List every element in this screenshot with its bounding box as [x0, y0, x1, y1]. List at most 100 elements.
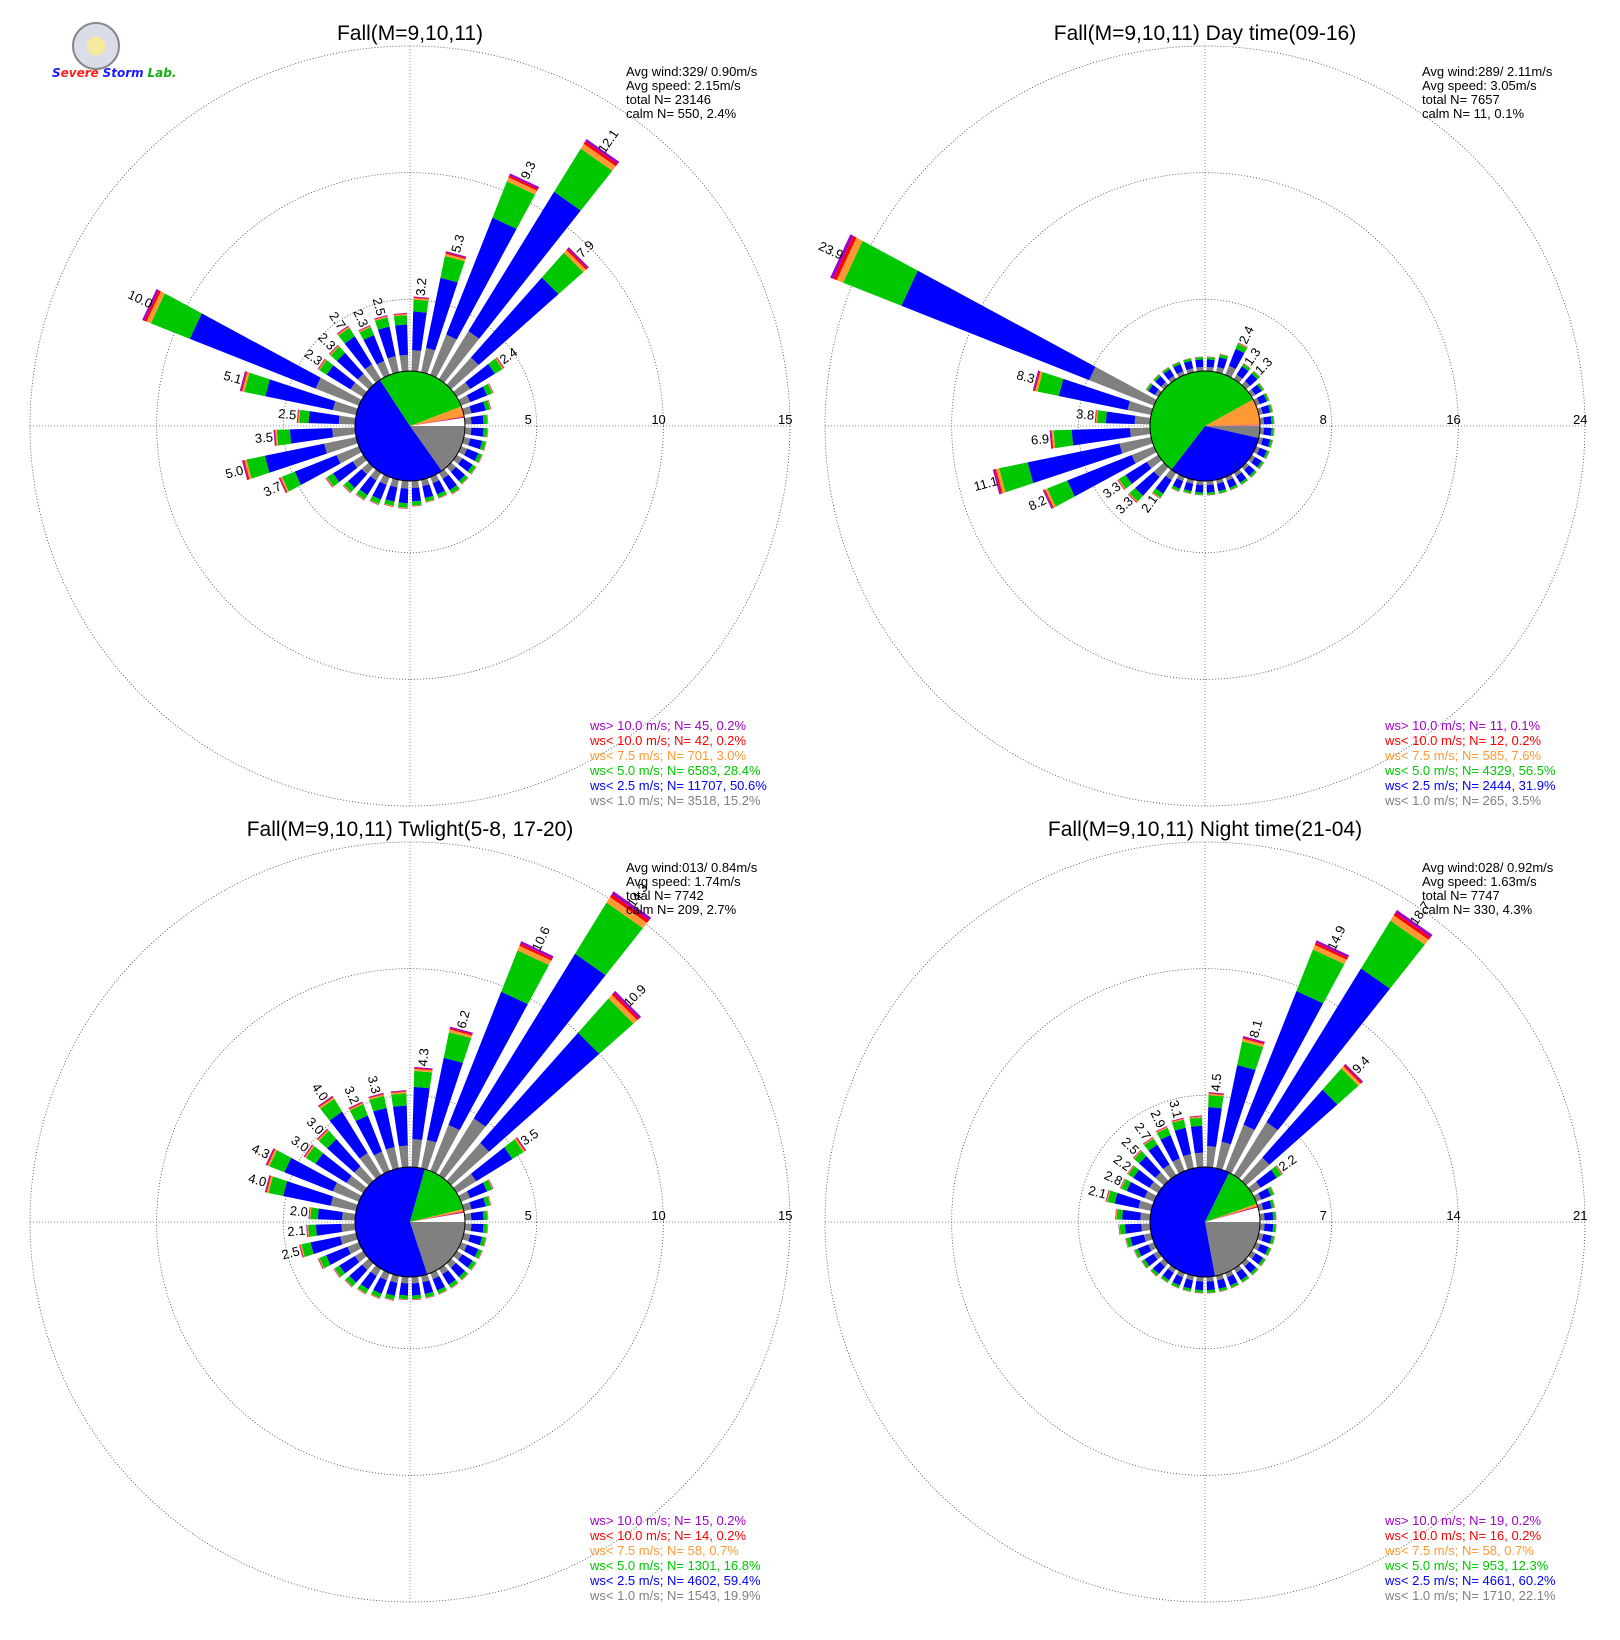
wind-bar-segment	[488, 383, 494, 394]
wind-bar-segment	[438, 1290, 448, 1295]
wind-bar-segment	[1245, 373, 1258, 386]
wind-bar-segment	[412, 504, 422, 507]
wind-bar	[1150, 1258, 1169, 1277]
wind-bar-segment	[458, 1191, 471, 1202]
lab-brand-text: Severe Storm Lab.	[52, 66, 177, 80]
wind-bar-segment	[843, 240, 918, 306]
wind-bar-segment	[471, 466, 477, 475]
wind-bar-segment	[1261, 1200, 1272, 1211]
wind-bar-segment	[1344, 1063, 1364, 1083]
wind-bar-segment	[309, 1207, 312, 1220]
wind-bar	[1094, 409, 1151, 425]
wind-bar-segment	[341, 1223, 356, 1233]
wind-bar-segment	[487, 1224, 489, 1234]
range-ring	[156, 968, 664, 1476]
wind-bar-segment	[467, 464, 476, 475]
wind-bar-segment	[1258, 1188, 1271, 1200]
wind-bar-segment	[1043, 489, 1054, 509]
wind-bar-segment	[1264, 1212, 1274, 1221]
wind-bar-segment	[464, 1213, 472, 1221]
wind-bar-segment	[1257, 460, 1264, 469]
wind-bar	[1119, 1178, 1157, 1202]
bar-value-label: 2.1	[287, 1223, 306, 1240]
wind-bar	[992, 437, 1153, 495]
ring-label: 15	[778, 412, 792, 427]
wind-bar	[306, 1223, 356, 1238]
stat-line: calm N= 11, 0.1%	[1422, 106, 1524, 121]
wind-bar-segment	[1251, 456, 1262, 468]
wind-bar	[464, 1223, 489, 1234]
wind-bar-segment	[1182, 1286, 1192, 1292]
wind-bar-segment	[326, 477, 334, 488]
wind-bar-segment	[426, 277, 458, 351]
wind-bar	[374, 315, 399, 374]
wind-bar-segment	[1189, 1115, 1203, 1118]
wind-bar-segment	[464, 448, 479, 462]
wind-bar	[278, 446, 362, 494]
wind-bar-segment	[332, 461, 358, 483]
wind-bar	[370, 1270, 390, 1300]
wind-bar-segment	[506, 177, 538, 195]
wind-bar-segment	[1259, 462, 1265, 470]
pie-slice	[1205, 1206, 1259, 1222]
wind-rose-panel-1: 5 10 153.25.39.312.17.92.43.75.03.52.55.11…	[29, 22, 792, 808]
wind-bar-segment	[1259, 462, 1265, 470]
wind-bar-segment	[1273, 415, 1275, 425]
wind-bar-segment	[451, 488, 460, 495]
wind-bar-segment	[517, 945, 552, 965]
wind-bar-segment	[1275, 1211, 1277, 1221]
wind-bar-segment	[461, 1273, 469, 1281]
wind-bar-segment	[343, 481, 355, 493]
wind-bar-segment	[1133, 1250, 1138, 1259]
wind-bar-segment	[412, 505, 422, 507]
wind-bar-segment	[318, 359, 327, 371]
wind-bar	[369, 474, 390, 506]
wind-bar-segment	[387, 356, 399, 374]
wind-bar-segment	[397, 506, 408, 509]
wind-bar	[421, 1026, 473, 1170]
wind-bar-segment	[1155, 376, 1166, 387]
wind-bar	[342, 462, 374, 494]
wind-bar-segment	[1196, 480, 1204, 486]
wind-bar-segment	[1182, 1289, 1191, 1293]
wind-bar-segment	[1206, 491, 1216, 495]
wind-bar-segment	[1260, 1259, 1266, 1267]
wind-bar-segment	[1141, 1261, 1147, 1269]
wind-bar-segment	[1171, 1284, 1179, 1289]
wind-bar-segment	[1218, 491, 1227, 495]
bar-value-label: 2.0	[289, 1203, 308, 1220]
range-ring	[29, 841, 791, 1603]
wind-bar	[344, 1258, 374, 1288]
wind-bar-segment	[319, 359, 334, 375]
wind-bar-segment	[501, 950, 549, 1005]
wind-bar-segment	[470, 277, 559, 366]
wind-bar-segment	[1130, 1234, 1146, 1247]
wind-bar-segment	[1253, 370, 1261, 378]
wind-rose-panel-3: 5 10 154.36.210.614.310.93.52.52.12.04.04.…	[29, 818, 792, 1603]
wind-bar	[1170, 1270, 1185, 1289]
wind-bar-segment	[474, 453, 482, 463]
wind-bar-segment	[1206, 1289, 1216, 1293]
wind-bar-segment	[1129, 488, 1143, 502]
wind-bar-segment	[318, 1096, 334, 1108]
wind-bar-segment	[471, 1262, 477, 1271]
wind-bar-segment	[1114, 1192, 1141, 1209]
wind-bar-segment	[1182, 1289, 1191, 1292]
wind-bar	[1253, 446, 1270, 460]
bar-value-label: 4.3	[249, 1141, 272, 1162]
wind-bar-segment	[371, 1290, 382, 1299]
range-ring	[951, 172, 1459, 680]
wind-bar-segment	[473, 953, 606, 1127]
wind-bar-segment	[486, 1224, 488, 1234]
range-ring	[1077, 1094, 1333, 1350]
wind-bar-segment	[399, 354, 409, 372]
wind-bar-segment	[487, 1210, 489, 1220]
wind-bar-segment	[1155, 1125, 1168, 1132]
wind-bar	[458, 1179, 494, 1202]
wind-bar-segment	[332, 401, 358, 415]
wind-bar-segment	[1206, 356, 1216, 358]
wind-bar-segment	[567, 247, 589, 269]
wind-bar-segment	[308, 411, 340, 425]
wind-bar-segment	[1275, 1211, 1277, 1221]
pie-slice	[1205, 1222, 1260, 1277]
